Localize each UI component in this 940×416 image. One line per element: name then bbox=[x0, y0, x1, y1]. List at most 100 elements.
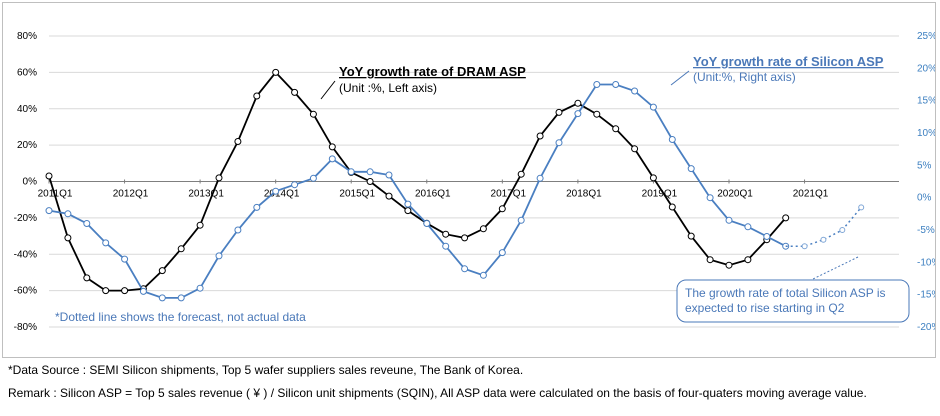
dram-point bbox=[668, 203, 676, 211]
callout-line-2: expected to rise starting in Q2 bbox=[685, 301, 845, 315]
dram-point bbox=[479, 225, 487, 233]
y-right-tick-label: -20% bbox=[917, 322, 935, 333]
dram-point bbox=[385, 192, 393, 200]
silicon-point bbox=[366, 168, 374, 176]
dram-point bbox=[725, 261, 733, 269]
y-right-tick-label: 0% bbox=[917, 193, 932, 204]
silicon-point bbox=[45, 207, 53, 215]
dram-point bbox=[366, 178, 374, 185]
y-right-tick-label: 20% bbox=[917, 63, 935, 74]
silicon-point bbox=[158, 294, 166, 302]
dram-point bbox=[121, 287, 129, 295]
dram-point bbox=[555, 108, 563, 116]
silicon-point bbox=[668, 136, 676, 143]
dram-point bbox=[328, 143, 336, 151]
dram-point bbox=[272, 68, 280, 76]
silicon-point bbox=[479, 271, 487, 279]
data-source-note: *Data Source : SEMI Silicon shipments, T… bbox=[8, 363, 524, 377]
silicon-point bbox=[536, 174, 544, 182]
x-tick-label: 2020Q1 bbox=[717, 189, 753, 200]
dram-unit-note: (Unit :%, Left axis) bbox=[339, 81, 437, 95]
y-right-tick-label: -10% bbox=[917, 257, 935, 268]
x-tick-label: 2013Q1 bbox=[188, 189, 224, 200]
silicon-unit-note: (Unit:%, Right axis) bbox=[693, 70, 796, 84]
dram-point bbox=[612, 125, 620, 133]
y-right-tick-label: -5% bbox=[917, 225, 935, 236]
silicon-point bbox=[574, 110, 582, 118]
dram-point bbox=[631, 145, 639, 153]
x-tick-label: 2021Q1 bbox=[793, 189, 829, 200]
silicon-point bbox=[121, 255, 129, 263]
silicon-point bbox=[347, 168, 355, 176]
x-tick-label: 2019Q1 bbox=[642, 189, 678, 200]
dram-point bbox=[706, 256, 714, 264]
dram-point bbox=[461, 234, 469, 242]
silicon-point bbox=[649, 103, 657, 111]
callout-box bbox=[676, 279, 910, 323]
dram-point bbox=[687, 232, 695, 240]
dram-point bbox=[158, 267, 166, 275]
silicon-point bbox=[442, 242, 450, 250]
y-left-tick-label: -40% bbox=[14, 249, 37, 260]
silicon-point bbox=[725, 216, 733, 224]
silicon-label-leader bbox=[670, 70, 690, 86]
y-right-tick-label: 25% bbox=[917, 31, 935, 42]
x-tick-label: 2014Q1 bbox=[264, 189, 300, 200]
axes: 80% 60% 40% 20% 0% -20% -40% -60% -80% 25% 20% 15% 1… bbox=[14, 31, 935, 333]
dram-point bbox=[45, 172, 53, 180]
silicon-point bbox=[272, 187, 280, 195]
forecast-point bbox=[858, 204, 865, 211]
silicon-point bbox=[83, 220, 91, 227]
x-tick-label: 2016Q1 bbox=[415, 189, 451, 200]
y-left-tick-label: -20% bbox=[14, 213, 37, 224]
chart-frame: 80% 60% 40% 20% 0% -20% -40% -60% -80% 25% 20% 15% 1… bbox=[2, 2, 936, 358]
silicon-point bbox=[593, 81, 601, 88]
dram-point bbox=[253, 92, 261, 100]
y-right-tick-label: 15% bbox=[917, 96, 935, 107]
x-tick-label: 2012Q1 bbox=[113, 189, 149, 200]
silicon-point bbox=[423, 220, 431, 227]
silicon-point bbox=[744, 223, 752, 231]
dram-point bbox=[782, 214, 790, 222]
dram-point bbox=[83, 274, 91, 282]
dram-point bbox=[196, 221, 204, 229]
forecast-note: *Dotted line shows the forecast, not act… bbox=[55, 310, 306, 324]
dram-point bbox=[744, 256, 752, 264]
dram-line bbox=[48, 71, 787, 292]
silicon-point bbox=[631, 87, 639, 95]
x-tick-label: 2017Q1 bbox=[491, 189, 527, 200]
silicon-point bbox=[328, 155, 336, 163]
gridlines bbox=[49, 35, 899, 328]
dram-label-leader bbox=[320, 80, 336, 100]
silicon-point bbox=[291, 181, 299, 189]
dram-point bbox=[574, 99, 582, 107]
dram-point bbox=[649, 174, 657, 182]
y-left-tick-label: 0% bbox=[23, 177, 38, 188]
dram-point bbox=[309, 110, 317, 118]
silicon-point bbox=[253, 203, 261, 211]
series bbox=[45, 68, 865, 302]
silicon-series-title: YoY growth rate of Silicon ASP bbox=[693, 54, 884, 69]
y-left-tick-label: 20% bbox=[17, 140, 37, 151]
dram-point bbox=[64, 234, 72, 242]
forecast-point bbox=[820, 236, 827, 243]
dram-point bbox=[291, 88, 299, 96]
silicon-point bbox=[517, 216, 525, 224]
dram-point bbox=[593, 110, 601, 118]
y-right-tick-label: 5% bbox=[917, 160, 932, 171]
silicon-point bbox=[64, 210, 72, 218]
y-left-tick-label: -80% bbox=[14, 322, 37, 333]
silicon-point bbox=[309, 174, 317, 182]
forecast-point bbox=[839, 227, 846, 233]
dram-point bbox=[102, 287, 110, 295]
forecast-point bbox=[801, 243, 808, 250]
silicon-point bbox=[706, 194, 714, 202]
dram-point bbox=[536, 132, 544, 140]
silicon-point bbox=[404, 200, 412, 208]
dram-point bbox=[404, 207, 412, 215]
y-right-tick-label: -15% bbox=[917, 290, 935, 301]
callout-pointer bbox=[810, 256, 859, 281]
dram-point bbox=[215, 174, 223, 182]
silicon-line bbox=[48, 83, 787, 299]
silicon-point bbox=[612, 81, 620, 88]
